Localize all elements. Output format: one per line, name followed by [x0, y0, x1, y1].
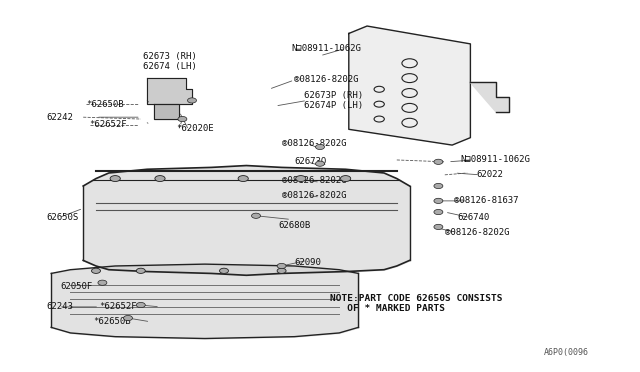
Text: *62652F: *62652F: [90, 120, 127, 129]
Circle shape: [110, 176, 120, 182]
Text: ®08126-8202G: ®08126-8202G: [445, 228, 509, 237]
Circle shape: [92, 268, 100, 273]
Circle shape: [434, 183, 443, 189]
Circle shape: [188, 98, 196, 103]
Text: 62673P (RH)
62674P (LH): 62673P (RH) 62674P (LH): [304, 91, 363, 110]
Text: 62022: 62022: [477, 170, 504, 179]
Circle shape: [340, 176, 351, 182]
Circle shape: [277, 263, 286, 269]
Text: *62652F: *62652F: [99, 302, 137, 311]
Circle shape: [434, 159, 443, 164]
Circle shape: [296, 176, 306, 182]
Text: 62243: 62243: [46, 302, 73, 311]
Circle shape: [277, 268, 286, 273]
Circle shape: [98, 280, 107, 285]
Polygon shape: [147, 78, 192, 104]
Circle shape: [316, 144, 324, 150]
Circle shape: [124, 315, 132, 321]
Text: 62242: 62242: [46, 113, 73, 122]
Text: 62673Q: 62673Q: [294, 157, 326, 166]
Polygon shape: [349, 26, 470, 145]
Text: 62680B: 62680B: [278, 221, 310, 230]
Circle shape: [238, 176, 248, 182]
Text: N⊒08911-1062G: N⊒08911-1062G: [461, 155, 531, 164]
Text: ®08126-8202G: ®08126-8202G: [294, 76, 359, 84]
Text: A6P0(0096: A6P0(0096: [544, 348, 589, 357]
Text: *62650B: *62650B: [86, 100, 124, 109]
Text: ®08126-8202G: ®08126-8202G: [282, 191, 346, 200]
Text: N⊒08911-1062G: N⊒08911-1062G: [291, 44, 361, 53]
Circle shape: [136, 302, 145, 308]
Polygon shape: [154, 104, 179, 119]
Text: ®08126-81637: ®08126-81637: [454, 196, 519, 205]
Text: *62020E: *62020E: [176, 124, 214, 133]
Text: ®08126-8202G: ®08126-8202G: [282, 176, 346, 185]
Text: 62090: 62090: [294, 258, 321, 267]
Circle shape: [252, 213, 260, 218]
Polygon shape: [470, 82, 509, 112]
Text: 62650S: 62650S: [46, 213, 78, 222]
Circle shape: [434, 209, 443, 215]
Text: 626740: 626740: [458, 213, 490, 222]
Text: ®08126-8202G: ®08126-8202G: [282, 139, 346, 148]
Circle shape: [178, 116, 187, 122]
Text: NOTE:PART CODE 62650S CONSISTS
   OF * MARKED PARTS: NOTE:PART CODE 62650S CONSISTS OF * MARK…: [330, 294, 502, 313]
Circle shape: [316, 161, 324, 166]
Circle shape: [434, 224, 443, 230]
Text: 62673 (RH)
62674 (LH): 62673 (RH) 62674 (LH): [143, 52, 196, 71]
Circle shape: [136, 268, 145, 273]
Circle shape: [155, 176, 165, 182]
Circle shape: [220, 268, 228, 273]
Circle shape: [434, 198, 443, 203]
Text: 62050F: 62050F: [61, 282, 93, 291]
Text: *62650B: *62650B: [93, 317, 131, 326]
